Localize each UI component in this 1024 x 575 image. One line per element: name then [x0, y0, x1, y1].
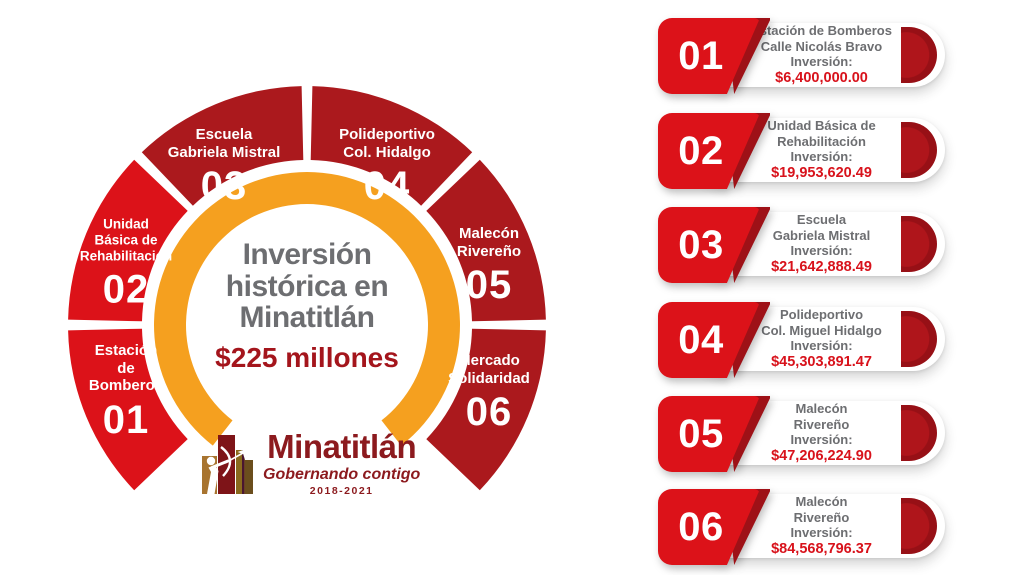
donut-segment-06 [426, 328, 546, 491]
card-end-cap-icon [901, 311, 937, 367]
legend-card-03: Escuela Gabriela Mistral Inversión: $21,… [650, 207, 945, 289]
logo-period: 2018-2021 [309, 485, 374, 497]
card-number-badge: 04 [658, 302, 772, 378]
donut-segment-03 [141, 86, 304, 206]
donut-segment-01 [68, 328, 188, 491]
card-investment-label: Inversión: [790, 525, 853, 541]
card-amount: $84,568,796.37 [771, 540, 872, 557]
card-amount: $6,400,000.00 [775, 69, 868, 86]
card-number-badge: 03 [658, 207, 772, 283]
card-text: Unidad Básica de Rehabilitación Inversió… [750, 118, 893, 182]
donut-segment-05 [426, 159, 546, 322]
card-name: Malecón Rivereño [793, 400, 850, 432]
logo-slogan: Gobernando contigo [263, 466, 421, 483]
card-end-cap-icon [901, 405, 937, 461]
card-number: 04 [678, 317, 724, 362]
card-amount: $47,206,224.90 [771, 447, 872, 464]
card-number-badge: 05 [658, 396, 772, 472]
card-end-cap-icon [901, 216, 937, 272]
legend-card-05: Malecón Rivereño Inversión: $47,206,224.… [650, 396, 945, 478]
card-end-cap-icon [901, 27, 937, 83]
card-amount: $19,953,620.49 [771, 164, 872, 181]
legend-card-06: Malecón Rivereño Inversión: $84,568,796.… [650, 489, 945, 571]
card-number-badge: 01 [658, 18, 772, 94]
card-number: 01 [678, 33, 724, 78]
card-number-badge: 02 [658, 113, 772, 189]
card-number: 06 [678, 504, 724, 549]
card-name: Escuela Gabriela Mistral [772, 211, 871, 243]
card-number: 05 [678, 411, 724, 456]
card-investment-label: Inversión: [790, 432, 853, 448]
legend-card-02: Unidad Básica de Rehabilitación Inversió… [650, 113, 945, 195]
logo-name: Minatitlán [267, 428, 417, 465]
card-name: Unidad Básica de Rehabilitación [767, 117, 876, 149]
card-number-badge: 06 [658, 489, 772, 565]
card-amount: $21,642,888.49 [771, 258, 872, 275]
card-name: Polideportivo Col. Miguel Hidalgo [761, 306, 882, 338]
card-text: Malecón Rivereño Inversión: $47,206,224.… [750, 401, 893, 465]
card-end-cap-icon [901, 122, 937, 178]
donut-segment-02 [68, 159, 188, 322]
donut-center-text: Inversión histórica en Minatitlán $225 m… [182, 239, 432, 374]
card-investment-label: Inversión: [790, 149, 853, 165]
card-end-cap-icon [901, 498, 937, 554]
card-investment-label: Inversión: [790, 54, 853, 70]
minatitlan-logo: Minatitlán Gobernando contigo 2018-2021 [198, 420, 448, 502]
donut-chart [68, 86, 546, 491]
card-investment-label: Inversión: [790, 243, 853, 259]
card-text: Polideportivo Col. Miguel Hidalgo Invers… [750, 307, 893, 371]
archer-buildings-icon [202, 435, 253, 494]
card-text: Escuela Gabriela Mistral Inversión: $21,… [750, 212, 893, 276]
chart-total-amount: $225 millones [215, 341, 399, 373]
logo-text: Minatitlán Gobernando contigo 2018-2021 [263, 420, 420, 497]
card-investment-label: Inversión: [790, 338, 853, 354]
card-number: 03 [678, 222, 724, 267]
legend-card-01: Estación de Bomberos Calle Nicolás Bravo… [650, 18, 945, 100]
card-amount: $45,303,891.47 [771, 353, 872, 370]
card-name: Malecón Rivereño [793, 493, 850, 525]
card-number: 02 [678, 128, 724, 173]
chart-title: Inversión histórica en Minatitlán [225, 237, 389, 334]
legend-card-04: Polideportivo Col. Miguel Hidalgo Invers… [650, 302, 945, 384]
donut-segment-04 [310, 86, 473, 206]
card-text: Malecón Rivereño Inversión: $84,568,796.… [750, 494, 893, 558]
